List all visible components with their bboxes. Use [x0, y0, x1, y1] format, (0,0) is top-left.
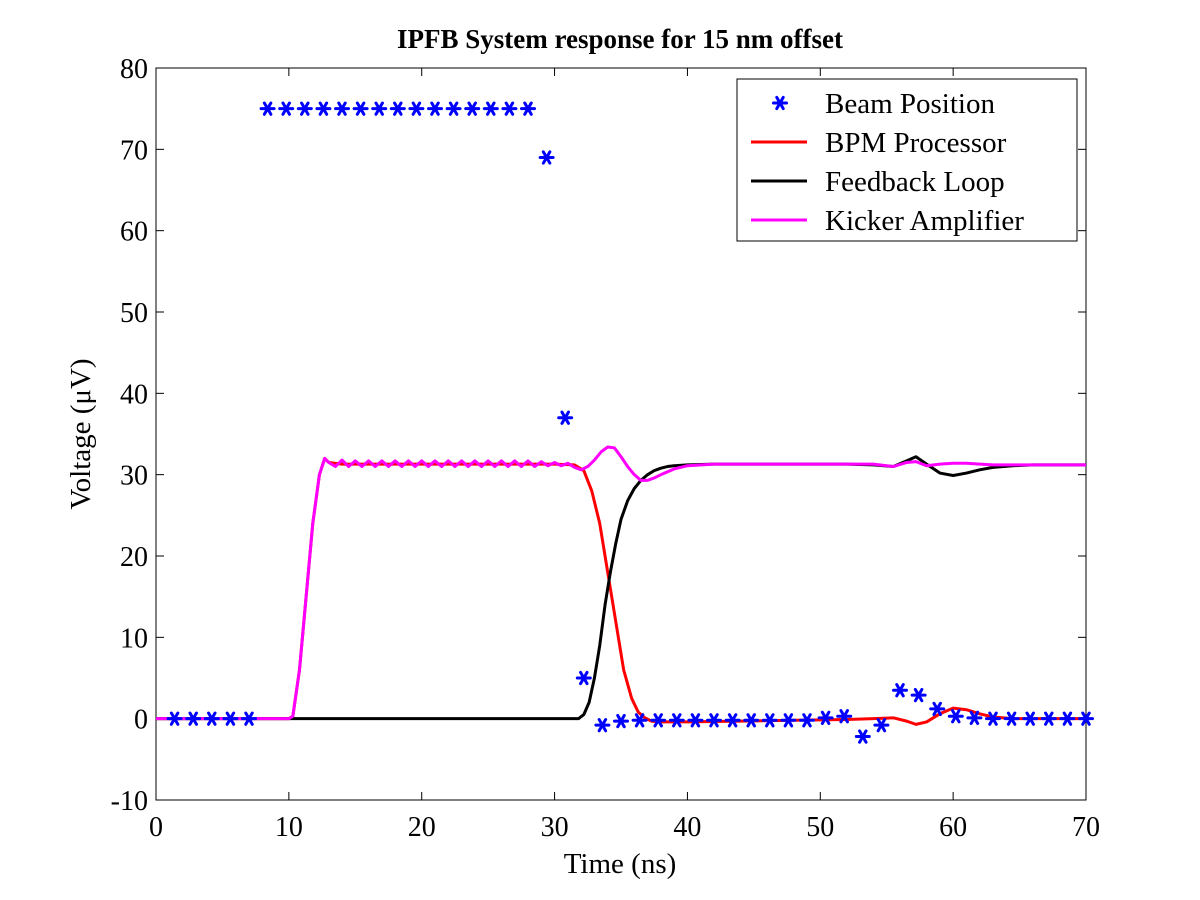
y-tick-label: 70 — [120, 135, 148, 166]
x-tick-label: 0 — [149, 812, 163, 843]
y-tick-label: 30 — [120, 461, 148, 492]
beam-position-point — [575, 670, 592, 686]
beam-position-point — [799, 713, 815, 728]
beam-position-point — [501, 101, 518, 116]
x-tick-label: 70 — [1072, 812, 1100, 843]
beam-position-point — [315, 101, 332, 116]
beam-position-point — [222, 711, 239, 726]
beam-position-point — [520, 101, 536, 116]
beam-position-point — [1003, 711, 1020, 726]
legend-label: Kicker Amplifier — [825, 205, 1024, 237]
beam-position-point — [352, 101, 369, 116]
y-tick-label: 0 — [134, 705, 148, 736]
beam-position-point — [947, 709, 964, 724]
beam-position-point — [389, 101, 406, 116]
beam-position-point — [427, 101, 443, 116]
beam-position-point — [278, 101, 295, 116]
beam-position-point — [371, 101, 388, 116]
beam-position-point — [594, 718, 611, 733]
beam-position-point — [761, 713, 778, 728]
beam-position-point — [985, 711, 1001, 726]
beam-position-point — [613, 713, 629, 729]
beam-position-point — [892, 683, 908, 698]
beam-position-point — [538, 150, 555, 165]
beam-position-point — [1059, 711, 1076, 726]
x-tick-label: 10 — [275, 812, 303, 843]
beam-position-point — [724, 713, 741, 728]
beam-position-point — [1022, 711, 1039, 726]
beam-position-point — [836, 709, 853, 724]
beam-position-point — [1040, 711, 1057, 726]
beam-position-point — [929, 701, 946, 717]
plot-area: 0 10 20 30 40 50 60 70-1001020304050607080Beam … — [111, 54, 1100, 843]
beam-position-point — [854, 729, 871, 744]
y-axis-label: Voltage (μV) — [65, 358, 97, 509]
beam-position-point — [743, 713, 760, 728]
beam-position-point — [631, 713, 648, 728]
x-tick-label: 60 — [939, 812, 967, 843]
beam-position-point — [259, 101, 276, 116]
beam-position-point — [296, 101, 313, 116]
x-tick-label: 50 — [806, 812, 834, 843]
y-tick-label: 50 — [120, 298, 148, 329]
series-line-kicker-amplifier — [156, 445, 1086, 721]
beam-position-point — [445, 101, 462, 116]
y-tick-label: 40 — [120, 379, 148, 410]
beam-position-point — [166, 711, 183, 726]
beam-position-point — [650, 713, 667, 728]
beam-position-point — [185, 711, 202, 726]
beam-position-point — [203, 711, 220, 726]
legend-label: Feedback Loop — [825, 166, 1005, 198]
x-tick-label: 30 — [541, 812, 569, 843]
legend-label: Beam Position — [825, 88, 995, 120]
beam-position-point — [706, 713, 722, 728]
beam-position-point — [334, 101, 350, 116]
beam-position-point — [482, 101, 499, 116]
series-line-feedback-loop — [156, 455, 1086, 721]
x-tick-label: 40 — [673, 812, 701, 843]
beam-position-point — [780, 713, 797, 728]
x-axis-label: Time (ns) — [564, 848, 677, 880]
y-tick-label: 20 — [120, 542, 148, 573]
y-tick-label: 10 — [120, 623, 148, 654]
plot-frame — [155, 67, 1087, 801]
legend-box — [736, 78, 1078, 242]
beam-position-point — [687, 713, 704, 728]
beam-position-point — [668, 713, 685, 728]
beam-position-point — [241, 711, 257, 726]
beam-position-point — [966, 710, 983, 725]
beam-position-point — [464, 101, 481, 116]
y-tick-label: -10 — [111, 786, 148, 817]
beam-position-point — [910, 687, 927, 703]
legend-marker-beam-position — [772, 95, 788, 111]
y-tick-label: 80 — [120, 54, 148, 85]
beam-position-point — [1078, 711, 1094, 726]
beam-position-point — [817, 710, 834, 725]
beam-position-point — [557, 410, 574, 425]
x-tick-label: 20 — [408, 812, 436, 843]
chart-title: IPFB System response for 15 nm offset — [397, 24, 843, 54]
y-tick-label: 60 — [120, 217, 148, 248]
legend-label: BPM Processor — [825, 127, 1007, 159]
beam-position-point — [873, 718, 890, 733]
beam-position-point — [408, 101, 425, 116]
